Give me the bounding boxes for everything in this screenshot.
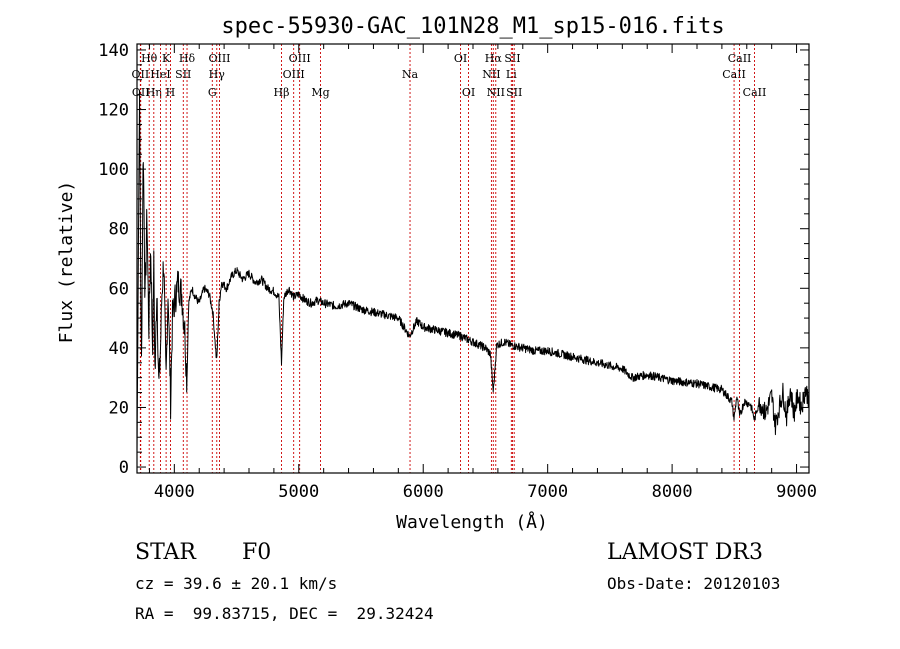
marker-label-1: OII bbox=[132, 68, 150, 81]
y-tick-label-7: 140 bbox=[98, 41, 129, 61]
chart-title: spec-55930-GAC_101N28_M1_sp15-016.fits bbox=[221, 14, 724, 39]
marker-label-3: Hη bbox=[146, 86, 162, 99]
y-tick-label-1: 20 bbox=[109, 398, 129, 418]
line-markers: HθOIIOIIHηHeIKHSIIHδGHγOIIIHβOIIIOIIIMgN… bbox=[132, 44, 767, 473]
x-tick-label-5: 9000 bbox=[776, 482, 817, 502]
x-tick-label-3: 7000 bbox=[527, 482, 568, 502]
spectral-subclass: F0 bbox=[242, 540, 272, 565]
marker-label-11: OIII bbox=[208, 52, 230, 65]
x-tick-label-4: 8000 bbox=[652, 482, 693, 502]
redshift-velocity: cz = 39.6 ± 20.1 km/s bbox=[135, 574, 338, 593]
marker-label-2: OII bbox=[132, 86, 150, 99]
y-tick-label-5: 100 bbox=[98, 160, 129, 180]
marker-label-8: Hδ bbox=[179, 52, 196, 65]
object-class: STAR bbox=[135, 540, 196, 565]
marker-label-5: K bbox=[162, 52, 171, 65]
marker-label-19: NII bbox=[482, 68, 500, 81]
survey-name: LAMOST DR3 bbox=[607, 540, 763, 565]
y-tick-label-0: 0 bbox=[119, 458, 129, 478]
spectrum-line bbox=[136, 91, 810, 453]
marker-label-17: OI bbox=[454, 52, 467, 65]
marker-label-21: NII bbox=[487, 86, 505, 99]
marker-label-20: Hα bbox=[485, 52, 503, 65]
marker-label-0: Hθ bbox=[141, 52, 158, 65]
y-tick-label-4: 80 bbox=[109, 220, 129, 240]
y-tick-label-2: 40 bbox=[109, 339, 129, 359]
marker-label-27: CaII bbox=[743, 86, 767, 99]
marker-label-12: Hβ bbox=[274, 86, 290, 99]
marker-label-10: Hγ bbox=[209, 68, 226, 81]
marker-label-14: OIII bbox=[289, 52, 311, 65]
marker-label-23: SII bbox=[504, 52, 520, 65]
spectrum-series bbox=[136, 91, 810, 453]
marker-label-9: G bbox=[208, 86, 217, 99]
marker-label-18: OI bbox=[462, 86, 475, 99]
marker-label-4: HeI bbox=[150, 68, 170, 81]
observation-date: Obs-Date: 20120103 bbox=[607, 574, 781, 593]
marker-label-22: Li bbox=[506, 68, 517, 81]
plot-frame bbox=[136, 43, 810, 474]
marker-label-6: H bbox=[166, 86, 176, 99]
x-tick-label-1: 5000 bbox=[278, 482, 319, 502]
marker-label-7: SII bbox=[175, 68, 191, 81]
y-tick-label-3: 60 bbox=[109, 279, 129, 299]
marker-label-24: SII bbox=[506, 86, 522, 99]
x-tick-label-2: 6000 bbox=[403, 482, 444, 502]
marker-label-16: Na bbox=[402, 68, 419, 81]
y-tick-label-6: 120 bbox=[98, 101, 129, 121]
x-axis-label: Wavelength (Å) bbox=[396, 511, 548, 533]
marker-label-25: CaII bbox=[722, 68, 746, 81]
marker-label-13: OIII bbox=[283, 68, 305, 81]
coordinates: RA = 99.83715, DEC = 29.32424 bbox=[135, 604, 434, 623]
axis-ticks: 4000 5000 6000 7000 8000 9000 0 20 40 60 80 100 120 1… bbox=[98, 41, 817, 502]
marker-label-26: CaII bbox=[728, 52, 752, 65]
marker-label-15: Mg bbox=[311, 86, 329, 99]
x-tick-label-0: 4000 bbox=[154, 482, 195, 502]
y-axis-label: Flux (relative) bbox=[56, 181, 77, 344]
